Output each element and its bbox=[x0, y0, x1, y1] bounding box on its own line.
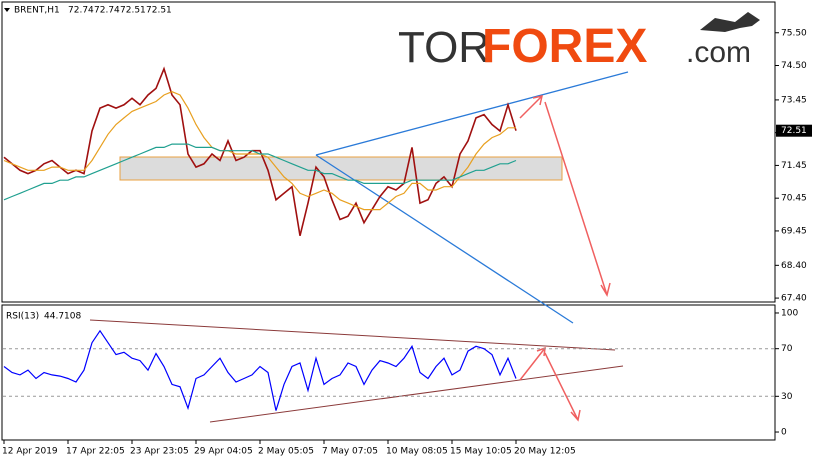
y-tick-label: 74.50 bbox=[781, 61, 807, 71]
series-line bbox=[3, 329, 517, 411]
x-tick-label: 12 Apr 2019 bbox=[2, 447, 58, 457]
x-tick-label: 10 May 08:05 bbox=[386, 447, 448, 457]
header-value: 72.51 bbox=[120, 6, 146, 16]
y-tick-label: 100 bbox=[781, 308, 798, 318]
trend-line bbox=[315, 71, 629, 156]
arrow bbox=[519, 95, 543, 119]
rsi-frame bbox=[1, 304, 776, 441]
x-tick-label: 2 May 05:05 bbox=[258, 447, 314, 457]
rsi-value: 44.7108 bbox=[44, 312, 81, 322]
x-tick-label: 23 Apr 23:05 bbox=[130, 447, 189, 457]
y-tick-label: 70.45 bbox=[781, 194, 807, 204]
y-tick-label: 30 bbox=[781, 392, 793, 402]
y-tick-label: 70 bbox=[781, 344, 793, 354]
series-line bbox=[3, 143, 517, 201]
y-tick-label: 69.45 bbox=[781, 226, 807, 236]
series-line bbox=[3, 66, 517, 236]
arrow bbox=[544, 352, 581, 422]
symbol-title: BRENT,H1 bbox=[14, 6, 60, 16]
header-value: 72.74 bbox=[68, 6, 94, 16]
trend-line bbox=[315, 154, 574, 324]
y-tick-label: 0 bbox=[781, 428, 787, 438]
support-zone bbox=[119, 156, 563, 181]
y-tick-label: 71.45 bbox=[781, 161, 807, 171]
x-tick-label: 15 May 10:05 bbox=[450, 447, 512, 457]
menu-triangle bbox=[4, 8, 10, 12]
watermark-brand: FOREX bbox=[482, 20, 647, 73]
x-tick-label: 20 May 12:05 bbox=[514, 447, 576, 457]
x-tick-label: 17 Apr 22:05 bbox=[66, 447, 125, 457]
main-frame bbox=[1, 1, 776, 303]
watermark-prefix: TOR bbox=[398, 23, 490, 72]
y-tick-label: 73.45 bbox=[781, 95, 807, 105]
x-tick-label: 7 May 07:05 bbox=[322, 447, 378, 457]
y-tick-label: 68.40 bbox=[781, 261, 807, 271]
last-price-box bbox=[776, 124, 812, 137]
trend-line bbox=[89, 319, 616, 351]
bull-icon bbox=[700, 12, 760, 32]
rsi-trend-lines bbox=[89, 319, 624, 423]
watermark-suffix: .com bbox=[686, 36, 751, 69]
y-tick-label: 75.50 bbox=[781, 28, 807, 38]
trend-line bbox=[209, 365, 624, 423]
forecast-arrows bbox=[519, 95, 611, 422]
arrow bbox=[544, 101, 611, 297]
trend-lines bbox=[315, 71, 629, 324]
rsi-title: RSI(13) bbox=[6, 312, 39, 322]
last-price-label: 72.51 bbox=[781, 126, 807, 136]
y-tick-label: 67.40 bbox=[781, 294, 807, 304]
header-value: 72.51 bbox=[146, 6, 172, 16]
header-value: 72.74 bbox=[94, 6, 120, 16]
x-tick-label: 29 Apr 04:05 bbox=[194, 447, 253, 457]
